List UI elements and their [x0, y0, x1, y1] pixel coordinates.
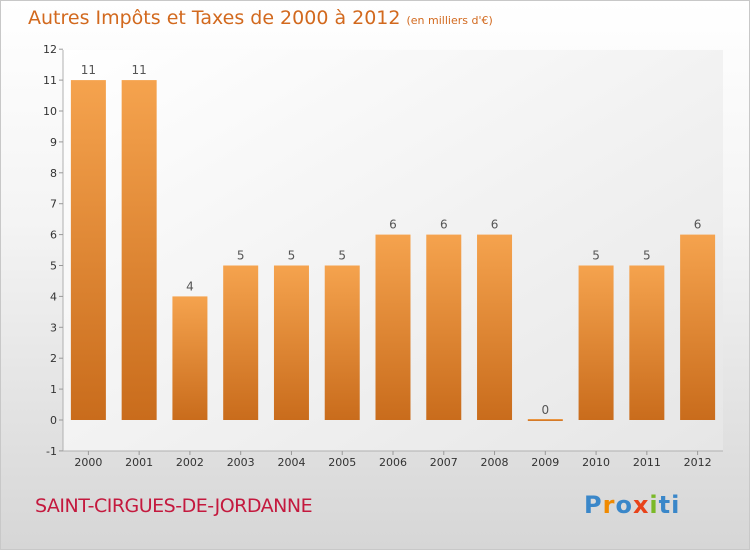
y-tick-label: 6	[50, 229, 57, 242]
y-tick-label: 3	[50, 321, 57, 334]
bar-2003	[223, 265, 259, 420]
y-tick-label: 5	[50, 260, 57, 273]
x-tick-label-2000: 2000	[74, 456, 102, 469]
data-label-2010: 5	[592, 249, 600, 263]
x-tick-label-2008: 2008	[481, 456, 509, 469]
chart-title: Autres Impôts et Taxes de 2000 à 2012 (en…	[28, 7, 493, 29]
x-tick-label-2005: 2005	[328, 456, 356, 469]
data-label-2003: 5	[237, 249, 245, 263]
x-tick-label-2011: 2011	[633, 456, 661, 469]
bar-2011	[629, 265, 665, 420]
y-tick-label: 1	[50, 383, 57, 396]
bar-2005	[324, 265, 360, 420]
x-tick-label-2007: 2007	[430, 456, 458, 469]
bar-2001	[121, 80, 157, 420]
x-tick-label-2010: 2010	[582, 456, 610, 469]
x-tick-label-2006: 2006	[379, 456, 407, 469]
bar-2007	[426, 234, 462, 420]
bar-2009	[527, 419, 563, 421]
x-tick-label-2003: 2003	[227, 456, 255, 469]
data-label-2004: 5	[288, 249, 296, 263]
y-tick-label: 11	[43, 74, 57, 87]
data-label-2006: 6	[389, 218, 397, 232]
y-tick-label: 10	[43, 105, 57, 118]
bar-2008	[477, 234, 513, 420]
bar-2000	[70, 80, 106, 420]
data-label-2001: 11	[132, 63, 147, 77]
data-label-2011: 5	[643, 249, 651, 263]
y-tick-label: 0	[50, 414, 57, 427]
x-tick-label-2012: 2012	[684, 456, 712, 469]
chart-title-text: Autres Impôts et Taxes de 2000 à 2012	[28, 7, 401, 29]
bars: 11 11 4 5 5 5 6 6 6 0 5 5 6	[70, 63, 716, 421]
data-label-2000: 11	[81, 63, 96, 77]
data-label-2009: 0	[541, 403, 549, 417]
bar-2006	[375, 234, 411, 420]
chart-unit-note: (en milliers d'€)	[406, 14, 493, 27]
data-label-2012: 6	[694, 218, 702, 232]
x-tick-label-2001: 2001	[125, 456, 153, 469]
proxiti-logo[interactable]: Proxiti	[584, 491, 681, 519]
x-tick-label-2004: 2004	[277, 456, 305, 469]
bar-2002	[172, 296, 208, 420]
data-label-2008: 6	[491, 218, 499, 232]
y-tick-label: 7	[50, 198, 57, 211]
y-tick-label: 2	[50, 352, 57, 365]
y-tick-label: 12	[43, 43, 57, 56]
commune-name: SAINT-CIRGUES-DE-JORDANNE	[35, 495, 313, 517]
bar-2012	[680, 234, 716, 420]
x-ticks: 2000 2001 2002 2003 2004 2005 2006 2007 2008 2009…	[74, 451, 712, 469]
bar-2004	[273, 265, 309, 420]
y-tick-label: 9	[50, 136, 57, 149]
y-tick-label: -1	[46, 445, 57, 458]
data-label-2005: 5	[338, 249, 346, 263]
y-tick-label: 8	[50, 167, 57, 180]
y-tick-label: 4	[50, 290, 57, 303]
data-label-2002: 4	[186, 279, 194, 293]
bar-2010	[578, 265, 614, 420]
data-label-2007: 6	[440, 218, 448, 232]
x-tick-label-2002: 2002	[176, 456, 204, 469]
x-tick-label-2009: 2009	[531, 456, 559, 469]
